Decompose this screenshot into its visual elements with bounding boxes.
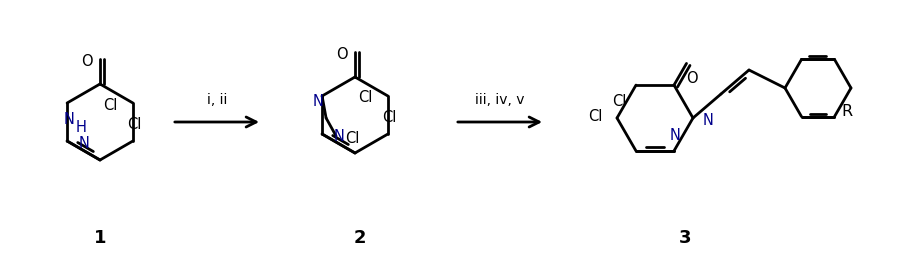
- Text: O: O: [336, 46, 348, 61]
- Text: iii, iv, v: iii, iv, v: [475, 93, 525, 107]
- Text: N: N: [63, 112, 74, 127]
- Text: O: O: [686, 71, 698, 86]
- Text: Cl: Cl: [103, 98, 117, 112]
- Text: O: O: [81, 53, 93, 69]
- Text: 3: 3: [679, 229, 691, 247]
- Text: R: R: [841, 104, 853, 119]
- Text: N: N: [702, 112, 713, 127]
- Text: Cl: Cl: [612, 94, 626, 109]
- Text: N: N: [670, 128, 681, 143]
- Text: i, ii: i, ii: [207, 93, 227, 107]
- Text: H: H: [76, 119, 87, 134]
- Text: Cl: Cl: [345, 131, 359, 146]
- Text: 1: 1: [94, 229, 106, 247]
- Text: 2: 2: [354, 229, 367, 247]
- Text: N: N: [312, 93, 323, 109]
- Text: Cl: Cl: [127, 117, 141, 132]
- Text: Cl: Cl: [357, 91, 372, 106]
- Text: Cl: Cl: [382, 109, 396, 125]
- Text: N: N: [334, 128, 345, 143]
- Text: N: N: [79, 135, 90, 150]
- Text: Cl: Cl: [588, 109, 602, 124]
